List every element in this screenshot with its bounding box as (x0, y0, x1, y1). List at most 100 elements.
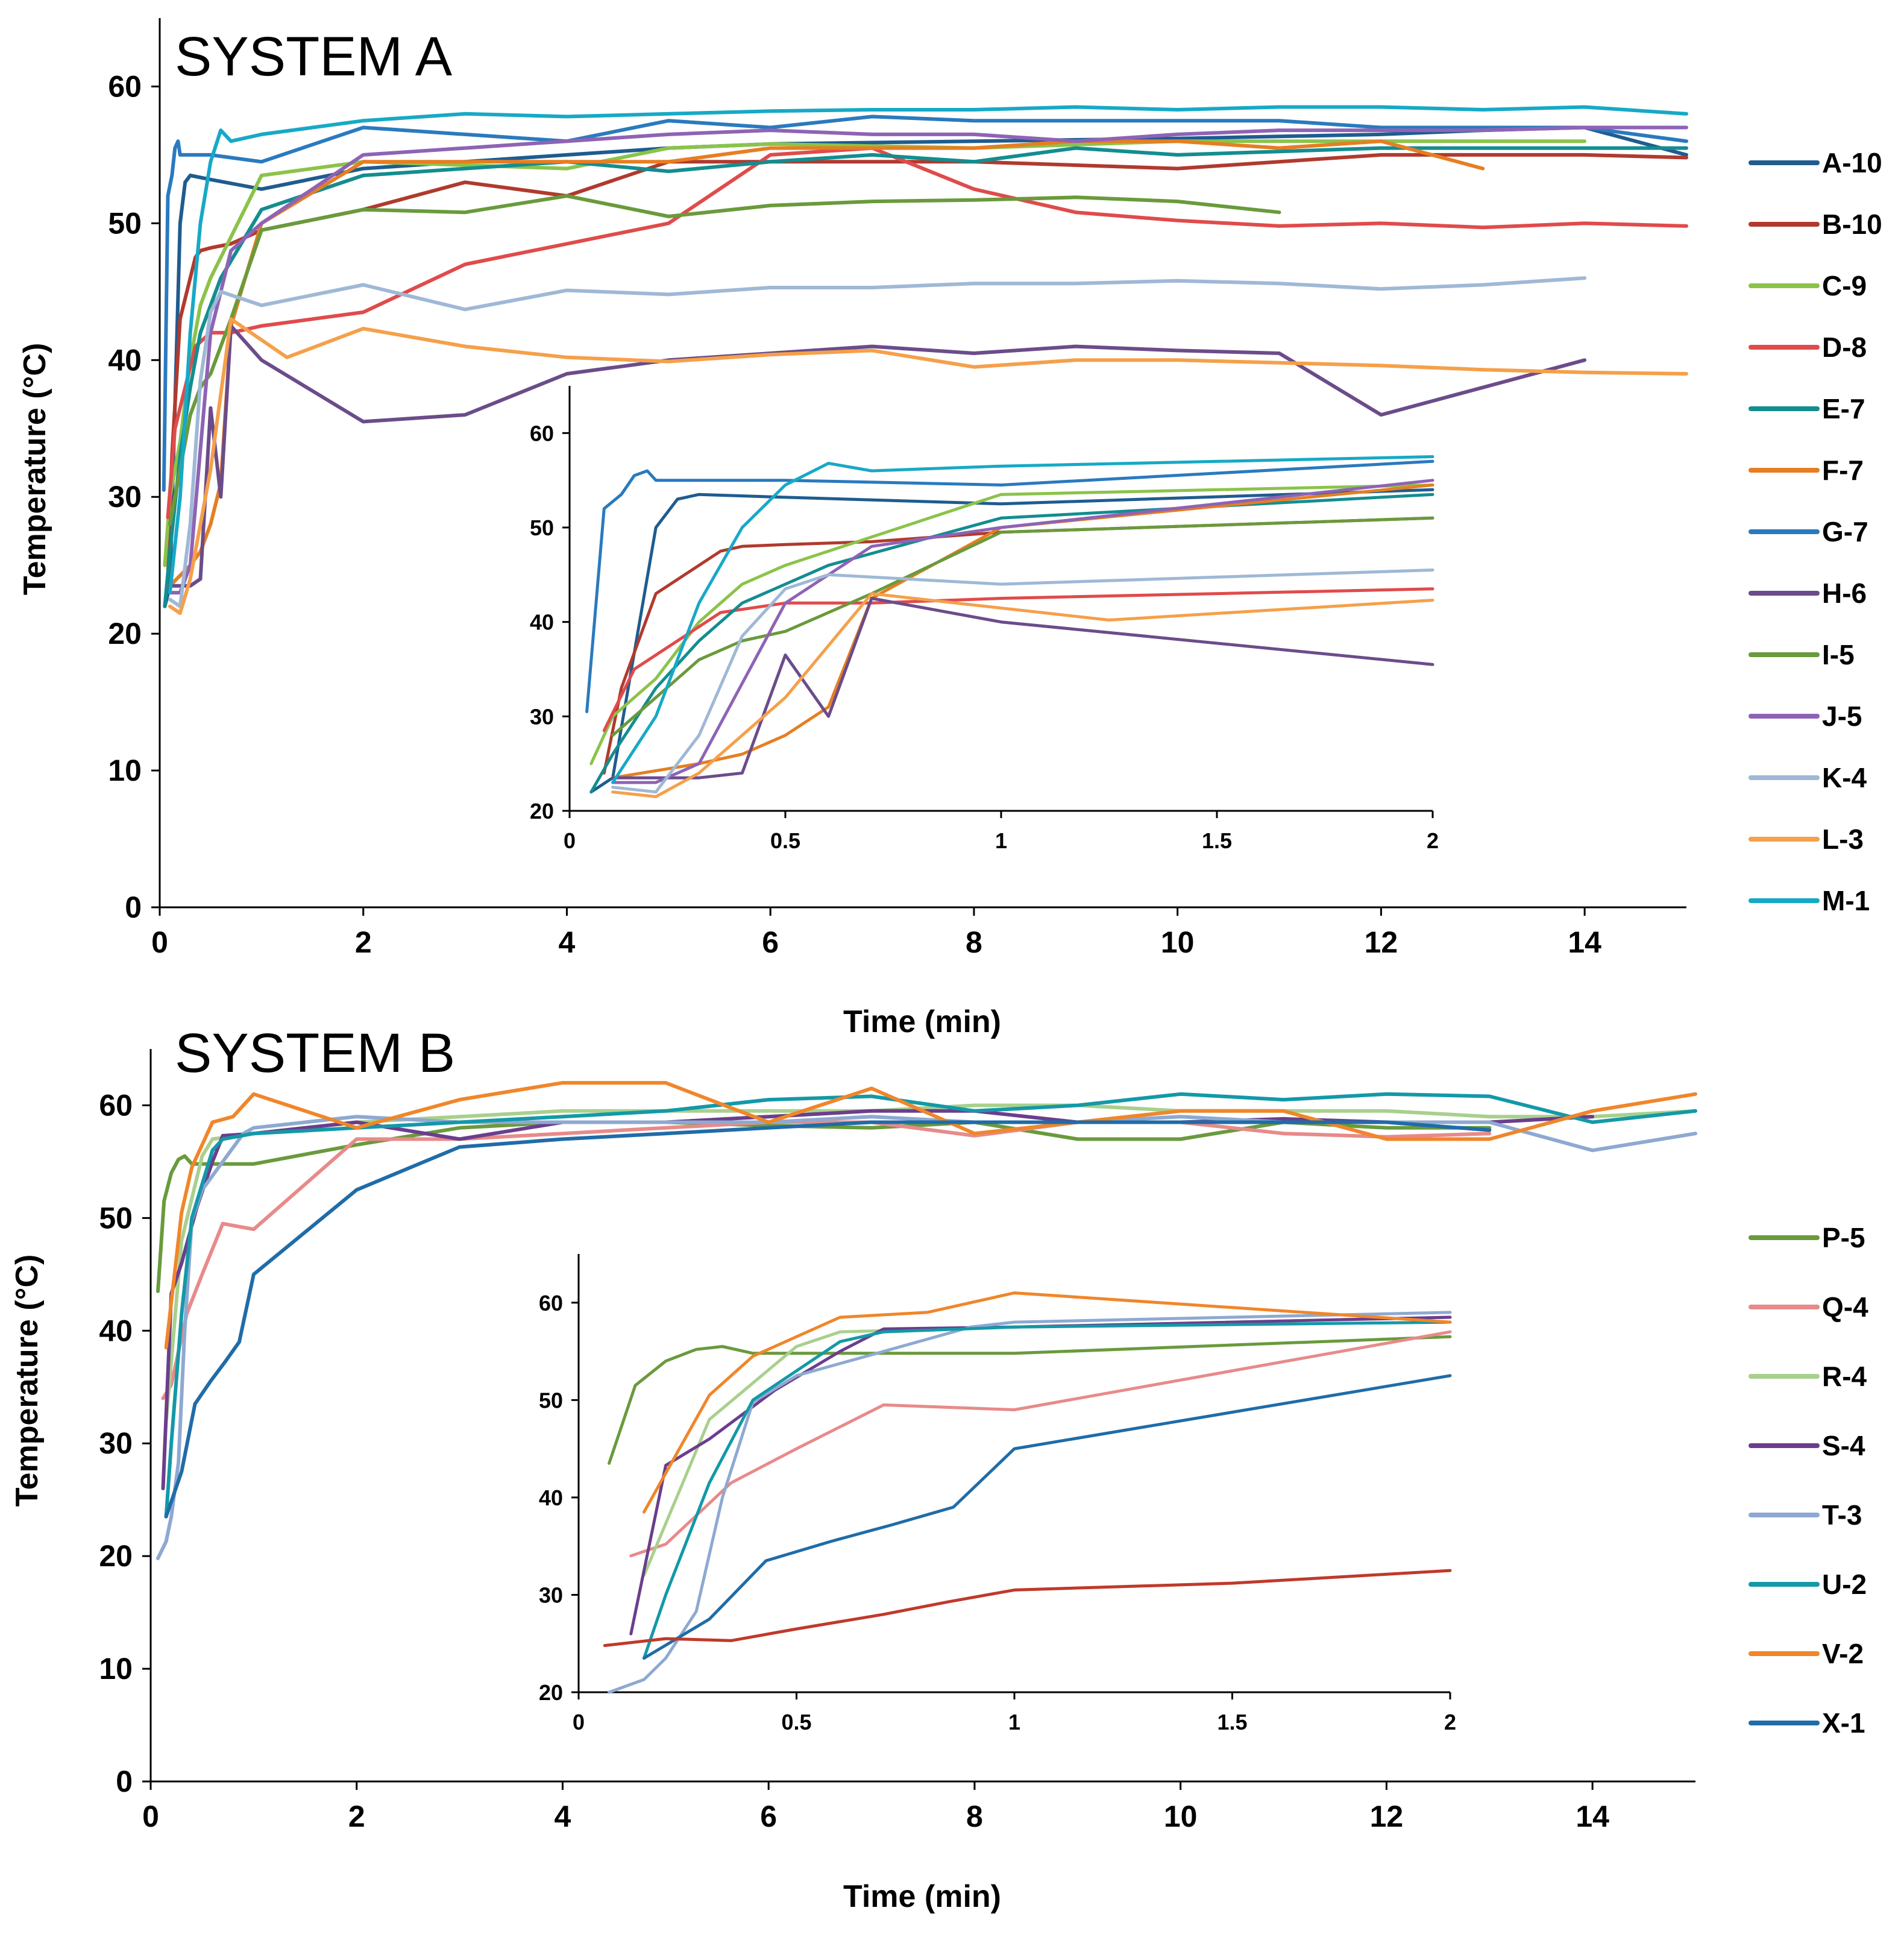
legend-item-i-5: I-5 (1748, 639, 1855, 670)
series-line-r-4 (164, 1103, 1697, 1423)
x-tick-label: 14 (1568, 925, 1601, 959)
system-a-inset: 0 0.5 1 1.5 2 20 30 40 50 60 (530, 386, 1439, 853)
y-tick-label: 10 (108, 754, 142, 787)
legend-item-e-7: E-7 (1748, 393, 1865, 424)
inset-x-tick-label: 1.5 (1217, 1710, 1247, 1734)
inset-x-tick-label: 0 (573, 1710, 585, 1734)
inset-series-line-t-3 (608, 1311, 1452, 1694)
inset-y-tick-label: 40 (539, 1485, 563, 1510)
system-a-title: SYSTEM A (175, 26, 453, 87)
legend-item-a-10: A-10 (1748, 147, 1882, 178)
y-tick-label: 0 (125, 890, 142, 924)
inset-series-line-d-8 (602, 587, 1434, 732)
inset-y-tick-label: 20 (539, 1680, 563, 1705)
x-tick-label: 2 (348, 1800, 365, 1833)
inset-series-line-l-3 (611, 592, 1434, 798)
legend-item-b-10: B-10 (1748, 209, 1882, 240)
system-b-main-series (156, 1081, 1697, 1560)
legend-label: H-6 (1822, 578, 1867, 609)
x-axis-title: Time (min) (843, 1004, 1001, 1039)
inset-series-line-b-10 (602, 516, 1434, 775)
inset-y-tick-label: 30 (530, 704, 554, 729)
x-tick-label: 0 (151, 925, 168, 959)
legend-item-d-8: D-8 (1748, 332, 1867, 363)
x-tick-label: 12 (1370, 1800, 1404, 1833)
y-tick-label: 60 (99, 1088, 133, 1122)
y-tick-label: 40 (108, 343, 142, 377)
legend-label: M-1 (1822, 885, 1870, 916)
inset-series-line-h-6 (611, 597, 1434, 780)
legend-item-r-4: R-4 (1748, 1361, 1867, 1392)
inset-x-tick-label: 0.5 (770, 828, 800, 853)
series-line-i-5 (168, 194, 1281, 526)
legend-item-v-2: V-2 (1748, 1638, 1864, 1669)
series-line-a-10 (163, 125, 1688, 608)
inset-x-tick-label: 0 (564, 828, 576, 853)
y-tick-label: 0 (116, 1765, 133, 1798)
inset-y-tick-label: 60 (530, 421, 554, 446)
x-tick-label: 4 (559, 925, 576, 959)
legend-label: S-4 (1822, 1430, 1865, 1461)
series-line-s-4 (161, 1109, 1595, 1490)
x-tick-label: 6 (762, 925, 779, 959)
legend-item-p-5: P-5 (1748, 1222, 1865, 1253)
x-tick-label: 14 (1576, 1800, 1609, 1833)
legend-item-u-2: U-2 (1748, 1569, 1867, 1600)
legend-item-l-3: L-3 (1748, 824, 1864, 855)
legend-label: L-3 (1822, 824, 1864, 855)
inset-series-line-a-10 (589, 488, 1434, 794)
inset-x-tick-label: 2 (1427, 828, 1439, 853)
inset-series-line-s-4 (629, 1315, 1452, 1636)
inset-series-line-j-5 (611, 479, 1434, 784)
inset-y-tick-label: 60 (539, 1291, 563, 1315)
legend-label: J-5 (1822, 701, 1862, 732)
inset-y-tick-label: 50 (539, 1388, 563, 1413)
legend-label: G-7 (1822, 516, 1868, 547)
system-b-title: SYSTEM B (175, 1022, 455, 1084)
system-a-main-series (162, 105, 1688, 616)
inset-y-tick-label: 30 (539, 1583, 563, 1607)
series-line-m-1 (168, 105, 1688, 595)
legend-label: V-2 (1822, 1638, 1864, 1669)
y-tick-label: 30 (99, 1426, 133, 1460)
series-line-u-2 (164, 1092, 1697, 1519)
y-tick-label: 10 (99, 1652, 133, 1686)
series-line-x-1 (164, 1120, 1492, 1519)
series-line-g-7 (162, 115, 1688, 492)
inset-series-line-v-2 (643, 1291, 1452, 1514)
inset-x-tick-label: 1.5 (1202, 828, 1232, 853)
inset-series-line-q-4 (629, 1330, 1452, 1558)
series-line-j-5 (168, 125, 1688, 595)
legend-item-m-1: M-1 (1748, 885, 1870, 916)
y-axis-title: Temperature (°C) (10, 1255, 45, 1507)
inset-series-line-r-4 (643, 1315, 1452, 1577)
legend-item-k-4: K-4 (1748, 762, 1867, 793)
legend-label: F-7 (1822, 455, 1864, 486)
series-line-v-2 (164, 1081, 1697, 1350)
y-tick-label: 30 (108, 480, 142, 514)
inset-series-line-x-1 (643, 1374, 1452, 1660)
legend-label: T-3 (1822, 1499, 1862, 1531)
legend-label: P-5 (1822, 1222, 1865, 1253)
inset-x-tick-label: 1 (995, 828, 1007, 853)
y-axis-title: Temperature (°C) (17, 343, 52, 596)
inset-series-line-k-4 (611, 569, 1434, 794)
legend-item-q-4: Q-4 (1748, 1291, 1868, 1323)
series-line-l-3 (168, 317, 1688, 616)
system-a-legend: A-10 B-10 C-9 D-8 E-7 F-7 G-7 H-6 I-5 J-5 K-4 L-3 M-… (1748, 147, 1882, 916)
inset-x-tick-label: 0.5 (781, 1710, 811, 1734)
legend-item-c-9: C-9 (1748, 270, 1867, 301)
y-tick-label: 20 (108, 617, 142, 650)
x-tick-label: 6 (760, 1800, 777, 1833)
legend-label: E-7 (1822, 393, 1865, 424)
series-line-t-3 (156, 1115, 1697, 1560)
x-tick-label: 10 (1164, 1800, 1198, 1833)
legend-label: X-1 (1822, 1707, 1865, 1739)
y-tick-label: 50 (108, 206, 142, 240)
inset-series-line-e-7 (589, 493, 1434, 794)
inset-series-line-f-7 (611, 483, 1434, 780)
inset-series-line-unlabeled-8 (603, 1569, 1452, 1647)
